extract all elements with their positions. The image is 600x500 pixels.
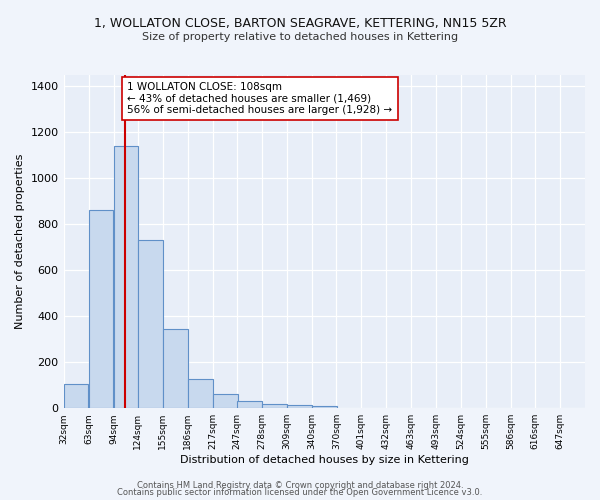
Bar [287, 406, 312, 408]
Bar [138, 240, 163, 408]
X-axis label: Distribution of detached houses by size in Kettering: Distribution of detached houses by size … [180, 455, 469, 465]
Bar [89, 210, 113, 408]
Text: Size of property relative to detached houses in Kettering: Size of property relative to detached ho… [142, 32, 458, 42]
Text: 1, WOLLATON CLOSE, BARTON SEAGRAVE, KETTERING, NN15 5ZR: 1, WOLLATON CLOSE, BARTON SEAGRAVE, KETT… [94, 18, 506, 30]
Bar [262, 404, 287, 408]
Bar [188, 379, 212, 408]
Bar [163, 330, 188, 408]
Text: 1 WOLLATON CLOSE: 108sqm
← 43% of detached houses are smaller (1,469)
56% of sem: 1 WOLLATON CLOSE: 108sqm ← 43% of detach… [127, 82, 392, 115]
Text: Contains public sector information licensed under the Open Government Licence v3: Contains public sector information licen… [118, 488, 482, 497]
Bar [237, 402, 262, 408]
Bar [313, 406, 337, 408]
Bar [64, 384, 88, 408]
Bar [213, 394, 238, 408]
Y-axis label: Number of detached properties: Number of detached properties [15, 154, 25, 330]
Bar [114, 146, 139, 408]
Text: Contains HM Land Registry data © Crown copyright and database right 2024.: Contains HM Land Registry data © Crown c… [137, 480, 463, 490]
